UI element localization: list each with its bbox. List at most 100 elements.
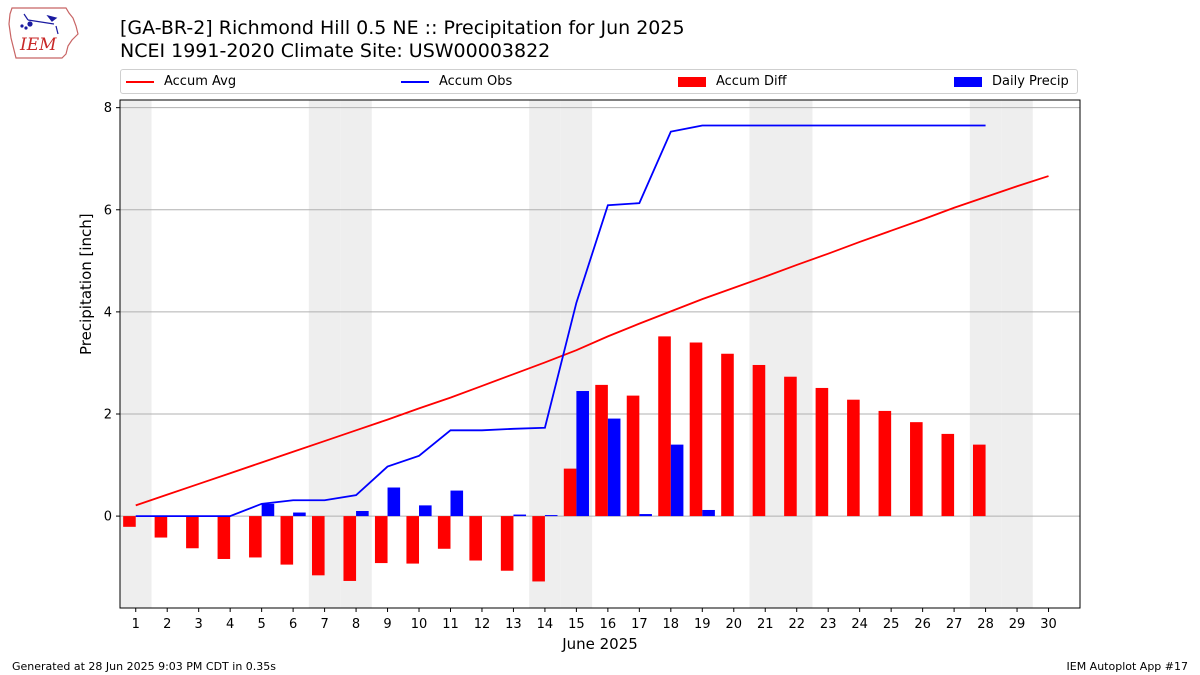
x-tick-label: 4: [226, 617, 234, 632]
x-tick-label: 20: [725, 617, 742, 632]
x-tick-label: 8: [352, 617, 360, 632]
accum-obs-line: [135, 124, 986, 518]
title-line-1: [GA-BR-2] Richmond Hill 0.5 NE :: Precip…: [120, 17, 685, 39]
x-tick-label: 12: [474, 617, 491, 632]
y-tick-label: 2: [104, 407, 112, 422]
legend-item-accum-diff: Accum Diff: [678, 70, 787, 93]
plot-frame: [119, 99, 1081, 609]
accum-diff-bar: [249, 516, 262, 558]
daily-precip-bar: [576, 391, 589, 517]
x-tick-label: 30: [1040, 617, 1057, 632]
weather-station-icon: [20, 13, 59, 35]
legend-label-accum-obs: Accum Obs: [439, 74, 513, 89]
x-tick-label: 11: [442, 617, 459, 632]
x-tick-label: 14: [537, 617, 554, 632]
legend-label-accum-diff: Accum Diff: [716, 74, 787, 89]
legend-swatch-accum-obs: [401, 80, 429, 83]
app-credit: IEM Autoplot App #17: [1066, 660, 1189, 673]
accum-diff-bar: [312, 516, 325, 576]
x-tick-label: 25: [883, 617, 900, 632]
x-tick-label: 3: [195, 617, 203, 632]
iem-logo: IEM: [8, 7, 79, 59]
x-tick-label: 2: [163, 617, 171, 632]
accum-diff-bar: [563, 468, 577, 517]
legend-label-accum-avg: Accum Avg: [164, 74, 237, 89]
accum-diff-bar: [374, 516, 388, 564]
weekend-band: [969, 100, 1002, 608]
x-tick-label: 27: [946, 617, 963, 632]
x-tick-label: 18: [663, 617, 680, 632]
x-tick-label: 22: [788, 617, 805, 632]
accum-diff-bar: [469, 516, 482, 561]
iowa-state-outline-icon: [8, 7, 79, 59]
accum-diff-bar: [626, 395, 640, 517]
accum-diff-bar: [595, 384, 608, 517]
legend-item-accum-avg: Accum Avg: [126, 70, 236, 93]
legend-swatch-accum-diff: [678, 76, 706, 87]
accum-diff-bar: [752, 364, 766, 517]
accum-diff-bar: [437, 516, 451, 549]
accum-diff-bar: [910, 422, 923, 517]
x-tick-label: 24: [851, 617, 868, 632]
accum-diff-bar: [154, 516, 168, 538]
x-tick-label: 10: [411, 617, 428, 632]
daily-precip-bar: [639, 514, 652, 517]
legend-swatch-daily-precip: [954, 76, 982, 87]
daily-precip-bar: [670, 444, 684, 517]
legend-item-accum-obs: Accum Obs: [401, 70, 512, 93]
x-tick-label: 23: [820, 617, 837, 632]
x-tick-label: 21: [757, 617, 774, 632]
logo-text: IEM: [19, 35, 57, 55]
accum-diff-bar: [406, 516, 420, 564]
x-tick-label: 7: [320, 617, 328, 632]
accum-avg-line: [135, 175, 1049, 507]
accum-diff-bar: [941, 433, 955, 517]
accum-diff-bar: [972, 444, 986, 517]
x-tick-label: 9: [383, 617, 391, 632]
x-tick-label: 29: [1009, 617, 1026, 632]
x-tick-label: 28: [977, 617, 994, 632]
title-line-2: NCEI 1991-2020 Climate Site: USW00003822: [120, 40, 551, 62]
weekend-band: [120, 100, 152, 608]
daily-precip-bar: [513, 514, 527, 517]
weekend-band: [1001, 100, 1033, 608]
x-tick-label: 1: [132, 617, 140, 632]
accum-diff-bar: [878, 410, 892, 517]
daily-precip-bar: [419, 505, 432, 517]
accum-diff-bar: [343, 516, 357, 581]
accum-diff-bar: [847, 399, 860, 517]
daily-precip-bar: [293, 512, 306, 517]
x-tick-label: 6: [289, 617, 297, 632]
x-tick-label: 16: [600, 617, 617, 632]
x-axis-label: June 2025: [562, 635, 638, 653]
daily-precip-bar: [261, 503, 275, 517]
x-tick-label: 19: [694, 617, 711, 632]
daily-precip-bar: [450, 490, 464, 517]
accum-diff-bar: [532, 516, 545, 582]
accum-diff-bar: [815, 387, 829, 517]
x-tick-label: 15: [568, 617, 585, 632]
accum-diff-bar: [186, 516, 199, 549]
accum-diff-bar: [721, 353, 734, 517]
y-tick-label: 4: [104, 305, 112, 320]
daily-precip-bar: [356, 510, 369, 517]
accum-diff-bar: [658, 336, 671, 517]
accum-diff-bar: [280, 516, 294, 565]
accum-diff-bar: [500, 516, 514, 571]
daily-precip-bar: [387, 487, 401, 517]
daily-precip-bar: [607, 418, 621, 517]
legend-item-daily-precip: Daily Precip: [954, 70, 1069, 93]
daily-precip-bar: [544, 515, 558, 517]
y-axis-label: Precipitation [inch]: [77, 213, 95, 355]
y-tick-label: 6: [104, 203, 112, 218]
x-tick-label: 5: [257, 617, 265, 632]
accum-diff-bar: [689, 342, 703, 517]
x-tick-label: 17: [631, 617, 648, 632]
legend: Accum Avg Accum Obs Accum Diff Daily Pre…: [120, 69, 1078, 94]
y-tick-label: 8: [104, 101, 112, 116]
chart-title: [GA-BR-2] Richmond Hill 0.5 NE :: Precip…: [120, 17, 685, 63]
weekend-band: [749, 100, 781, 608]
accum-diff-bar: [123, 516, 136, 527]
accum-diff-bar: [784, 376, 797, 517]
